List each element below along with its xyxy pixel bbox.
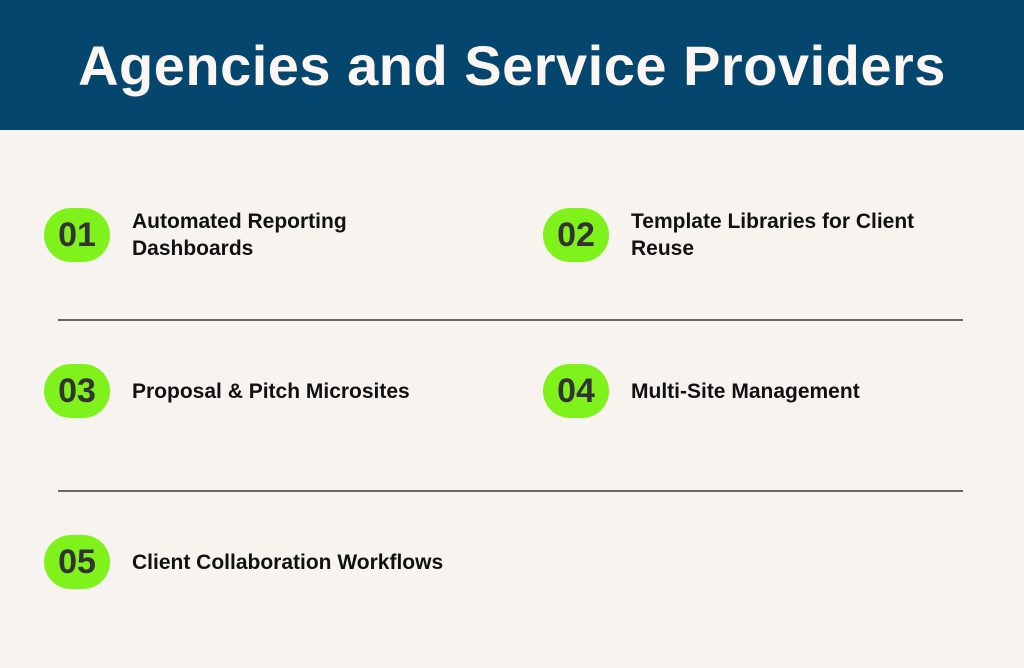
item-label: Client Collaboration Workflows — [132, 550, 444, 574]
number-badge: 03 — [44, 364, 110, 418]
list-item-02: 02 Template Libraries for Client Reuse — [543, 208, 971, 262]
number-badge: 05 — [44, 535, 110, 589]
number-badge: 04 — [543, 364, 609, 418]
list-item-01: 01 Automated Reporting Dashboards — [44, 208, 402, 262]
header-banner: Agencies and Service Providers — [0, 0, 1024, 130]
divider — [58, 490, 963, 492]
divider — [58, 319, 963, 321]
list-item-03: 03 Proposal & Pitch Microsites — [44, 364, 410, 418]
item-label: Template Libraries for Client Reuse — [631, 210, 915, 260]
item-label: Automated Reporting Dashboards — [132, 210, 347, 260]
list-item-05: 05 Client Collaboration Workflows — [44, 535, 443, 589]
page-title: Agencies and Service Providers — [78, 33, 946, 97]
number-badge: 01 — [44, 208, 110, 262]
list-item-04: 04 Multi-Site Management — [543, 364, 860, 418]
number-badge: 02 — [543, 208, 609, 262]
item-label: Multi-Site Management — [631, 379, 860, 403]
item-label: Proposal & Pitch Microsites — [132, 379, 410, 403]
